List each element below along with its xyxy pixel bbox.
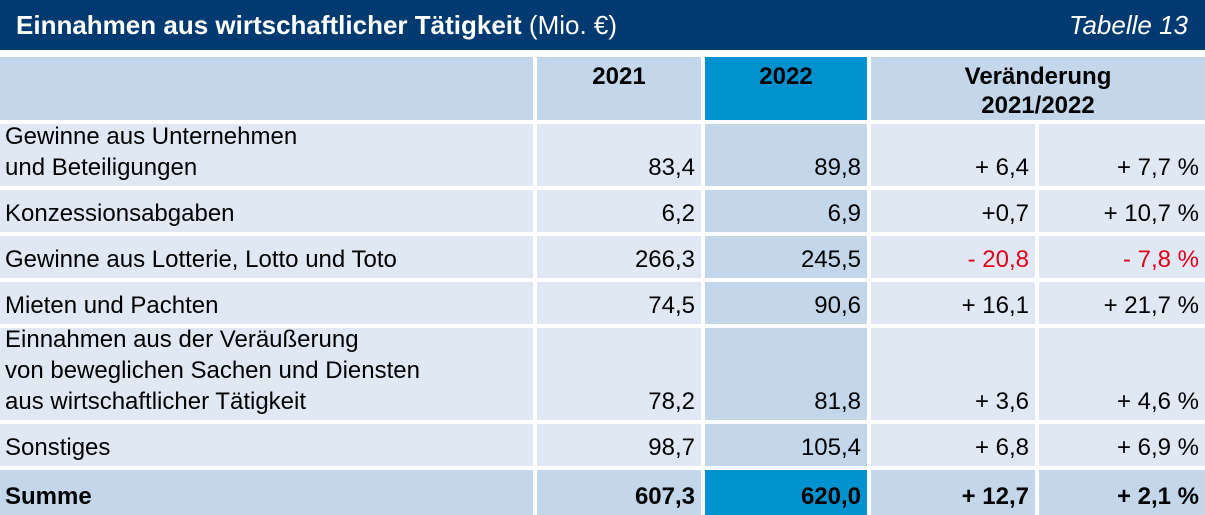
value-2022: 81,8 — [705, 328, 867, 420]
change-absolute: + 6,8 — [871, 424, 1035, 466]
value-2022: 245,5 — [705, 236, 867, 278]
table-title-unit: (Mio. €) — [521, 9, 618, 40]
value-2022: 105,4 — [705, 424, 867, 466]
value-2022: 90,6 — [705, 282, 867, 324]
row-label: Gewinne aus Unternehmen und Beteiligunge… — [0, 123, 533, 186]
total-label: Summe — [0, 470, 533, 515]
row-label: Mieten und Pachten — [0, 282, 533, 324]
change-absolute: + 3,6 — [871, 328, 1035, 420]
value-2021: 6,2 — [537, 190, 701, 232]
column-header-2022: 2022 — [705, 57, 867, 120]
row-label: Konzessionsabgaben — [0, 190, 533, 232]
table-reference: Tabelle 13 — [1068, 9, 1188, 40]
change-header-line1: Veränderung — [964, 62, 1112, 90]
change-percent: + 21,7 % — [1039, 282, 1205, 324]
column-header-change: Veränderung 2021/2022 — [871, 57, 1205, 120]
change-absolute: + 16,1 — [871, 282, 1035, 324]
change-percent: + 7,7 % — [1039, 124, 1205, 186]
value-2021: 83,4 — [537, 124, 701, 186]
change-percent: + 10,7 % — [1039, 190, 1205, 232]
value-2021: 98,7 — [537, 424, 701, 466]
total-2021: 607,3 — [537, 470, 701, 515]
row-label: Sonstiges — [0, 424, 533, 466]
total-2022: 620,0 — [705, 470, 867, 515]
change-percent: + 4,6 % — [1039, 328, 1205, 420]
change-percent: + 6,9 % — [1039, 424, 1205, 466]
row-label: Gewinne aus Lotterie, Lotto und Toto — [0, 236, 533, 278]
change-absolute: + 6,4 — [871, 124, 1035, 186]
value-2021: 74,5 — [537, 282, 701, 324]
value-2021: 78,2 — [537, 328, 701, 420]
change-percent: - 7,8 % — [1039, 236, 1205, 278]
value-2022: 6,9 — [705, 190, 867, 232]
change-header-line2: 2021/2022 — [981, 91, 1095, 119]
header-label-cell — [0, 57, 533, 120]
value-2022: 89,8 — [705, 124, 867, 186]
row-label: Einnahmen aus der Veräußerung von bewegl… — [0, 326, 533, 420]
total-change-absolute: + 12,7 — [871, 470, 1035, 515]
total-change-percent: + 2,1 % — [1039, 470, 1205, 515]
table-title-main: Einnahmen aus wirtschaftlicher Tätigkeit — [16, 9, 522, 40]
table-title-bar: Einnahmen aus wirtschaftlicher Tätigkeit… — [0, 0, 1205, 50]
change-absolute: - 20,8 — [871, 236, 1035, 278]
column-header-2021: 2021 — [537, 57, 701, 120]
table-title: Einnahmen aus wirtschaftlicher Tätigkeit… — [16, 10, 617, 41]
value-2021: 266,3 — [537, 236, 701, 278]
change-absolute: +0,7 — [871, 190, 1035, 232]
